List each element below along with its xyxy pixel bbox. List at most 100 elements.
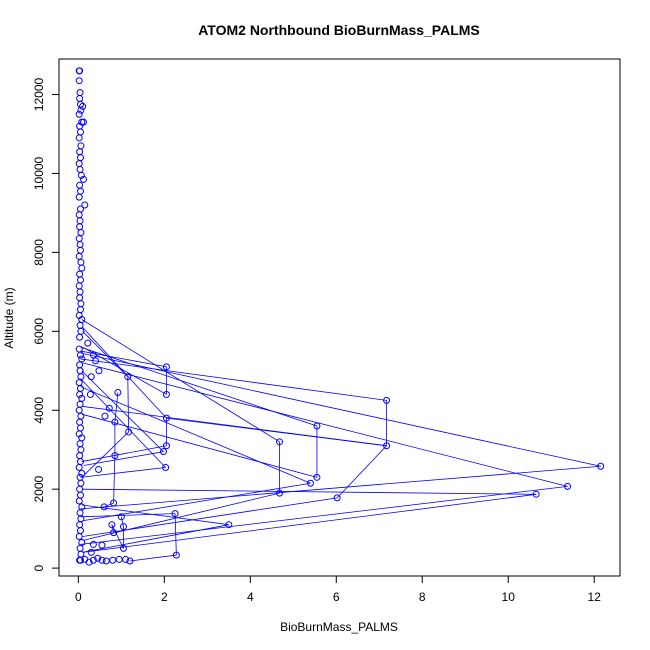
data-point (76, 544, 84, 552)
data-point (76, 351, 84, 359)
series-points (75, 67, 605, 566)
data-point (75, 497, 83, 505)
series-line-segment (114, 392, 119, 423)
data-point (76, 217, 84, 225)
data-point (76, 400, 84, 408)
data-point (162, 363, 170, 371)
data-point (76, 89, 84, 97)
data-point (77, 258, 85, 266)
series-line-segment (80, 486, 568, 545)
data-point (313, 422, 321, 430)
data-point (108, 521, 116, 529)
data-point (86, 390, 94, 398)
data-point (110, 529, 118, 537)
data-point (76, 187, 84, 195)
y-tick-label: 2000 (32, 476, 46, 503)
data-point (76, 556, 84, 564)
data-point (95, 465, 103, 473)
data-point (75, 533, 83, 541)
data-point (306, 479, 314, 487)
data-point (532, 490, 540, 498)
data-point (76, 390, 84, 398)
y-tick-label: 6000 (32, 318, 46, 345)
series-line-segment (80, 378, 166, 468)
data-point (75, 379, 83, 387)
data-point (76, 385, 84, 393)
data-point (94, 554, 102, 562)
data-point (76, 321, 84, 329)
data-point (89, 540, 97, 548)
series-line-segment (111, 524, 114, 533)
series-line-segment (80, 352, 601, 467)
series-line-segment (120, 516, 124, 527)
data-point (76, 154, 84, 162)
series-line-segment (174, 513, 177, 556)
data-point (75, 193, 83, 201)
data-point (77, 300, 85, 308)
data-point (76, 288, 84, 296)
data-point (76, 485, 84, 493)
data-point (76, 67, 84, 75)
y-tick-label: 4000 (32, 397, 46, 424)
data-point (162, 414, 170, 422)
data-point (597, 462, 605, 470)
data-point (75, 211, 83, 219)
data-point (75, 345, 83, 353)
data-point (76, 94, 84, 102)
data-point (76, 166, 84, 174)
data-point (76, 452, 84, 460)
data-point (117, 513, 125, 521)
series-line-segment (81, 413, 318, 478)
data-point (162, 442, 170, 450)
data-point (95, 367, 103, 375)
data-point (124, 373, 132, 381)
series-line-segment (81, 370, 164, 452)
data-point (75, 235, 83, 243)
data-point (119, 523, 127, 531)
data-point (98, 541, 106, 549)
data-point (115, 555, 123, 563)
data-point (75, 77, 83, 85)
series-line-segment (80, 513, 176, 518)
data-point (77, 229, 85, 237)
data-point (78, 469, 86, 477)
series-line-segment (81, 504, 229, 526)
y-tick-label: 10000 (32, 156, 46, 190)
data-point (76, 491, 84, 499)
x-axis: 0 2 4 6 8 10 12 (75, 575, 602, 604)
x-tick-label: 8 (419, 590, 426, 604)
data-point (87, 373, 95, 381)
data-point (98, 556, 106, 564)
x-tick-label: 12 (588, 590, 602, 604)
data-point (76, 361, 84, 369)
data-point (171, 510, 179, 518)
series-line-segment (82, 482, 311, 522)
data-point (276, 489, 284, 497)
x-tick-label: 0 (75, 590, 82, 604)
data-point (77, 142, 85, 150)
series-lines (80, 319, 601, 562)
y-tick-label: 8000 (32, 239, 46, 266)
series-line-segment (82, 524, 229, 553)
data-point (75, 463, 83, 471)
data-point (75, 282, 83, 290)
series-line-segment (81, 445, 167, 462)
data-point (172, 551, 180, 559)
data-point (76, 333, 84, 341)
series-line-segment (111, 524, 124, 549)
data-point (75, 160, 83, 168)
data-point (76, 240, 84, 248)
data-point (81, 201, 89, 209)
data-point (162, 390, 170, 398)
data-point (76, 205, 84, 213)
data-point (75, 252, 83, 260)
series-line-segment (129, 554, 177, 562)
data-point (77, 479, 85, 487)
data-point (75, 406, 83, 414)
series-line-segment (82, 327, 167, 419)
x-tick-label: 2 (161, 590, 168, 604)
data-point (78, 355, 86, 363)
data-point (76, 440, 84, 448)
data-point (564, 482, 572, 490)
data-point (87, 548, 95, 556)
